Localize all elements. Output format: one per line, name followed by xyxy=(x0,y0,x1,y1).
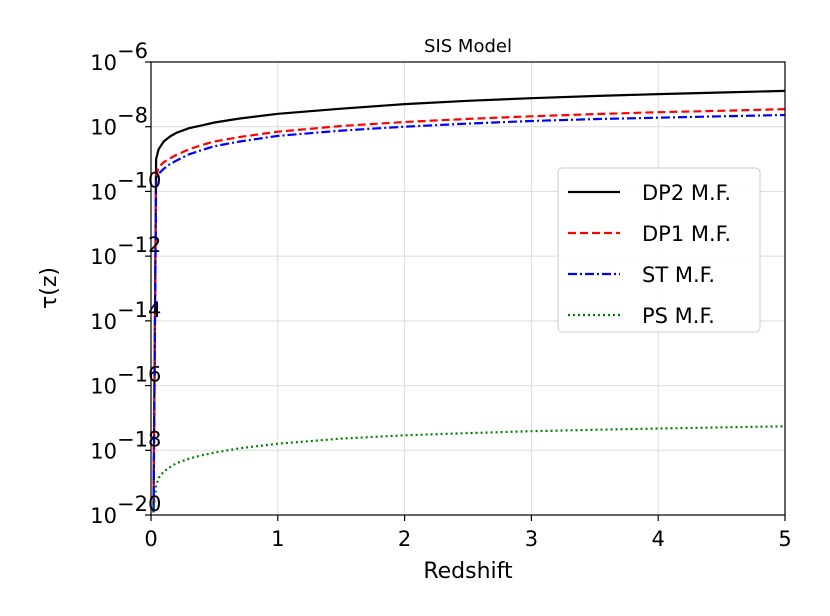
x-tick-label: 4 xyxy=(652,527,665,551)
legend-label: PS M.F. xyxy=(642,304,715,328)
x-tick-label: 5 xyxy=(778,527,791,551)
series-line-dp2-m-f xyxy=(152,89,786,513)
y-tick-label: 10 xyxy=(90,116,117,140)
series-line-dp1-m-f xyxy=(152,108,786,513)
y-tick-exponent: −12 xyxy=(117,233,161,257)
legend-label: DP1 M.F. xyxy=(642,222,731,246)
y-tick-label: 10 xyxy=(90,310,117,334)
y-tick-exponent: −6 xyxy=(117,39,148,63)
y-tick-label: 10 xyxy=(90,180,117,204)
y-tick-exponent: −14 xyxy=(117,298,161,322)
x-tick-label: 0 xyxy=(144,527,157,551)
y-tick-exponent: −10 xyxy=(117,168,161,192)
y-tick-exponent: −18 xyxy=(117,427,161,451)
y-axis-label: τ(z) xyxy=(37,267,62,309)
y-tick-exponent: −20 xyxy=(117,492,161,516)
series-layer xyxy=(152,89,786,513)
legend-label: ST M.F. xyxy=(642,263,715,287)
y-tick-exponent: −16 xyxy=(117,363,161,387)
x-tick-label: 2 xyxy=(398,527,411,551)
y-tick-exponent: −8 xyxy=(117,104,148,128)
legend: DP2 M.F. DP1 M.F. ST M.F. PS M.F. xyxy=(557,167,761,333)
x-axis-label: Redshift xyxy=(423,559,513,584)
legend-box xyxy=(557,167,761,333)
legend-label: DP2 M.F. xyxy=(642,181,731,205)
y-tick-label: 10 xyxy=(90,51,117,75)
series-line-ps-m-f xyxy=(152,425,786,513)
y-tick-label: 10 xyxy=(90,504,117,528)
chart-title: SIS Model xyxy=(424,36,512,57)
x-tick-label: 3 xyxy=(525,527,538,551)
y-tick-label: 10 xyxy=(90,439,117,463)
x-axis: 0 1 2 3 4 5 xyxy=(144,515,792,551)
y-tick-label: 10 xyxy=(90,375,117,399)
plot-frame xyxy=(150,61,786,516)
series-line-st-m-f xyxy=(152,113,786,513)
y-tick-label: 10 xyxy=(90,245,117,269)
x-tick-label: 1 xyxy=(271,527,284,551)
